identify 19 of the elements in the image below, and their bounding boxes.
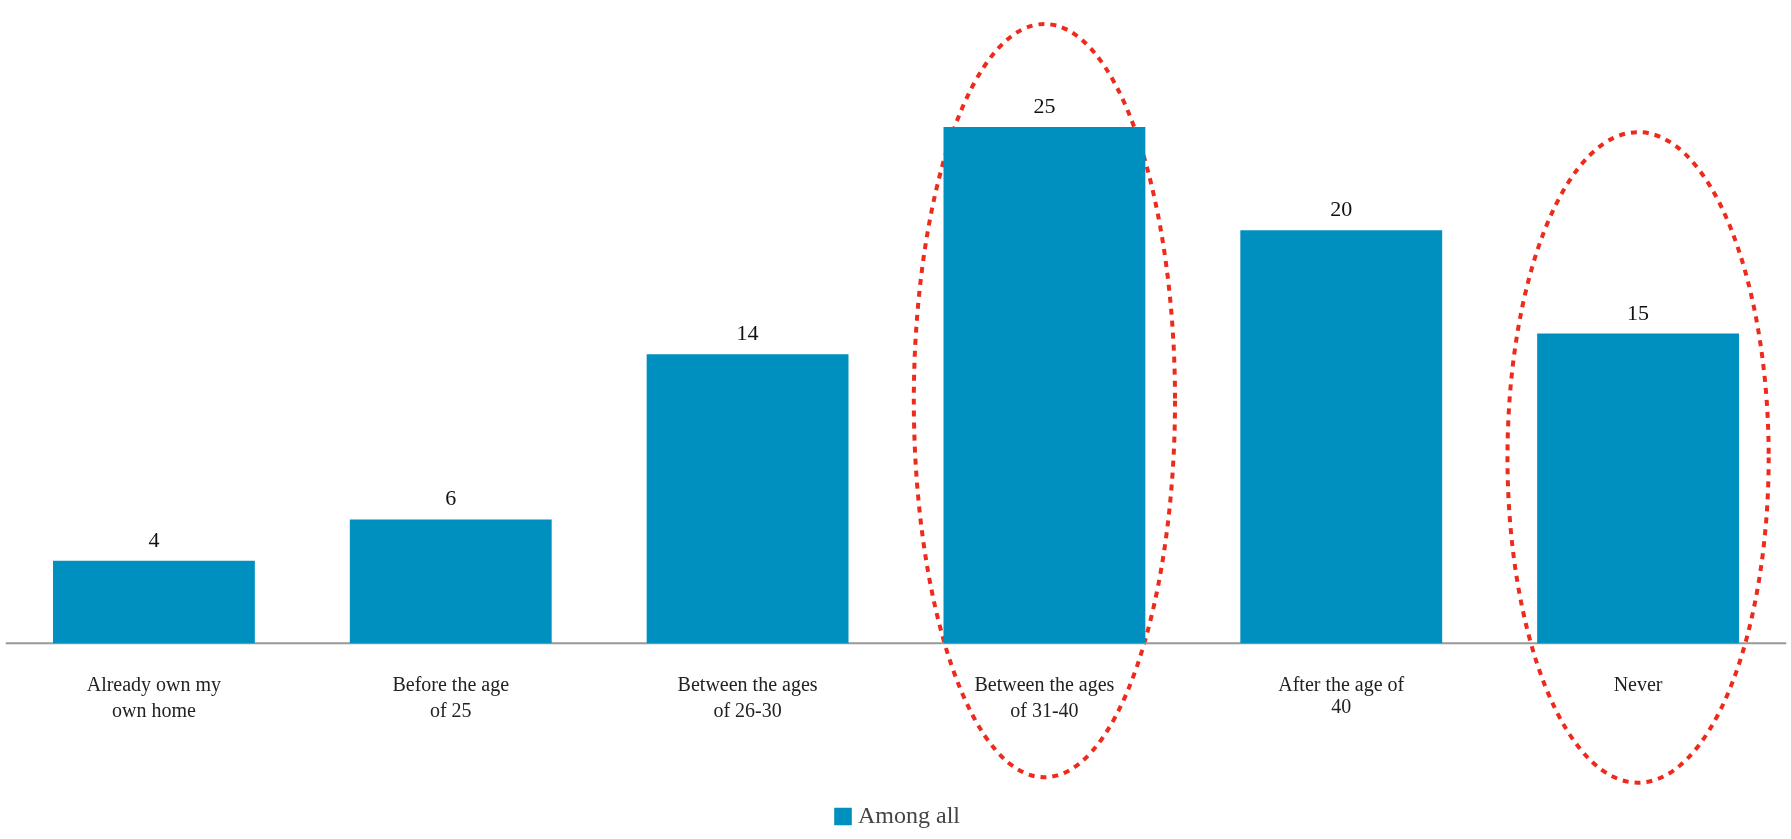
x-tick-label: Between the ages of 26-30 (677, 673, 818, 722)
data-label: 4 (148, 526, 160, 552)
x-tick-label: Before the age of 25 (392, 673, 510, 722)
legend-label: Among all (858, 802, 960, 829)
x-tick-label: Never (1613, 673, 1663, 696)
bar (943, 127, 1146, 644)
bar (646, 354, 849, 644)
bar (1240, 230, 1443, 644)
x-tick-label: After the age of 40 (1278, 673, 1405, 718)
data-label: 15 (1627, 299, 1650, 325)
x-tick-label: Already own my own home (86, 673, 222, 722)
bar (1537, 333, 1740, 644)
bar (52, 560, 255, 644)
bar (349, 519, 552, 644)
data-label: 14 (736, 320, 759, 346)
data-label: 6 (445, 485, 457, 511)
x-tick-label: Between the ages of 31-40 (974, 673, 1115, 722)
data-label: 20 (1330, 196, 1353, 222)
data-label: 25 (1033, 93, 1056, 118)
